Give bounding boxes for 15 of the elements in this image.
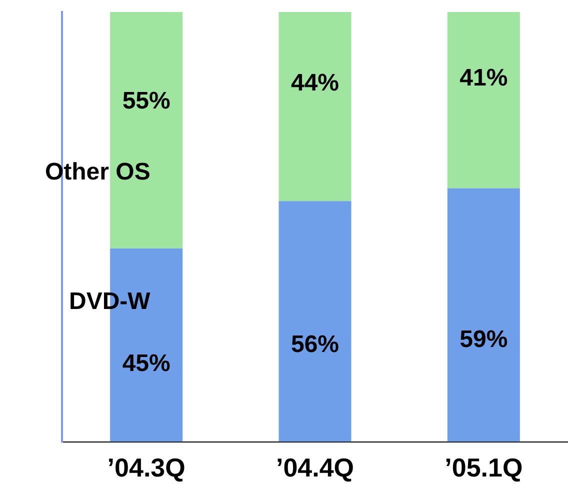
bar [110,12,183,248]
x-tick-label: ’04.3Q [107,452,186,483]
data-label: 59% [460,326,508,353]
x-tick-label: ’05.1Q [444,452,523,483]
data-label: 56% [290,331,340,358]
bar [278,201,352,442]
x-tick-label: ’04.4Q [276,452,354,483]
data-label: 41% [460,64,508,92]
bar [447,12,520,188]
data-label: 44% [290,69,340,96]
data-label: 45% [122,350,170,378]
data-label: 55% [122,87,170,114]
bar [447,188,520,442]
series-label: Other OS [44,158,150,186]
bar [278,12,352,202]
